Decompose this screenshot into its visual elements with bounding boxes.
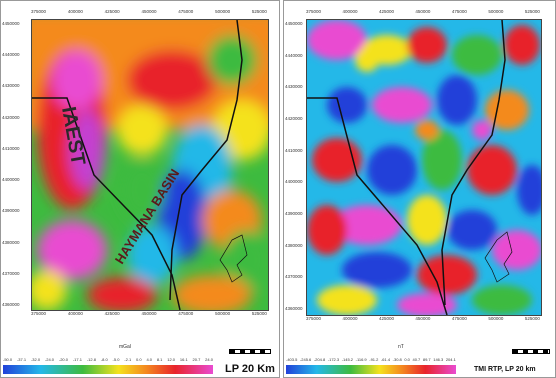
axis-tick-label: 400000 — [342, 9, 358, 14]
unit-label: nT — [398, 344, 404, 350]
axis-tick-label: 400000 — [67, 9, 83, 14]
unit-label: mGal — [119, 344, 131, 350]
colorbar-tick-label: -61.4 — [380, 357, 391, 362]
colorbar-tick-label: 89.7 — [422, 357, 431, 362]
scale-bar — [512, 349, 550, 354]
map-caption: LP 20 Km — [225, 363, 275, 375]
axis-tick-label: 4420000 — [2, 114, 20, 120]
axis-tick-label: 4360000 — [2, 301, 20, 307]
colorbar-tick-label: 8.1 — [156, 357, 163, 362]
colorbar-tick-label: 40.7 — [412, 357, 421, 362]
colorbar — [3, 365, 213, 374]
axis-tick-label: 500000 — [215, 311, 231, 316]
axis-tick-label: 4430000 — [285, 84, 303, 90]
axis-tick-label: 525000 — [251, 9, 267, 14]
axis-tick-label: 4400000 — [285, 179, 303, 185]
colorbar-tick-label: -245.6 — [299, 357, 312, 362]
gravity-map-panel: 375000 400000 425000 450000 475000 500000 5250… — [0, 0, 280, 378]
colorbar-tick-labels: -403.5 -245.6 -204.8 -172.3 -145.2 -116.9 -91.… — [286, 357, 456, 362]
bottom-axis-ticks: 375000 400000 425000 450000 475000 500000 5250… — [306, 316, 540, 321]
colorbar-tick-label: -145.2 — [341, 357, 354, 362]
axis-tick-label: 4390000 — [2, 208, 20, 214]
colorbar-tick-label: -403.5 — [286, 357, 298, 362]
axis-tick-label: 4390000 — [285, 210, 303, 216]
gravity-anomaly-map: IAEST HAYMANA BASIN — [31, 19, 269, 311]
top-axis-ticks: 375000 400000 425000 450000 475000 500000 5250… — [306, 9, 540, 14]
axis-tick-label: 4380000 — [2, 239, 20, 245]
colorbar-tick-label: -30.8 — [392, 357, 402, 362]
left-axis-ticks: 4450000 4440000 4430000 4420000 4410000 44000… — [2, 21, 20, 307]
axis-tick-label: 4440000 — [285, 52, 303, 58]
colorbar-tick-label: -32.0 — [30, 357, 41, 362]
colorbar-tick-label: 16.1 — [179, 357, 188, 362]
axis-tick-label: 475000 — [451, 9, 467, 14]
axis-tick-label: 525000 — [251, 311, 267, 316]
axis-tick-label: 475000 — [178, 9, 194, 14]
bottom-axis-ticks: 375000 400000 425000 450000 475000 500000 5250… — [31, 311, 267, 316]
axis-tick-label: 4450000 — [2, 21, 20, 26]
colorbar-tick-label: -2.1 — [124, 357, 132, 362]
axis-tick-label: 375000 — [306, 316, 322, 321]
colorbar-tick-label: -12.8 — [86, 357, 96, 362]
scale-bar — [229, 349, 271, 354]
colorbar-tick-label: 20.7 — [192, 357, 201, 362]
axis-tick-label: 4370000 — [285, 274, 303, 280]
axis-tick-label: 500000 — [488, 316, 504, 321]
colorbar-tick-label: -8.0 — [100, 357, 108, 362]
colorbar-tick-label: -37.1 — [16, 357, 27, 362]
axis-tick-label: 375000 — [306, 9, 322, 14]
axis-tick-label: 450000 — [141, 9, 157, 14]
colorbar — [286, 365, 456, 374]
colorbar-tick-label: 4.0 — [146, 357, 152, 362]
magnetic-anomaly-map — [306, 19, 542, 316]
colorbar-tick-label: 146.3 — [433, 357, 444, 362]
axis-tick-label: 525000 — [524, 316, 540, 321]
axis-tick-label: 500000 — [215, 9, 231, 14]
colorbar-tick-label: 0.0 — [404, 357, 410, 362]
colorbar-tick-label: -91.2 — [369, 357, 379, 362]
axis-tick-label: 425000 — [378, 9, 394, 14]
axis-tick-label: 450000 — [141, 311, 157, 316]
axis-tick-label: 4360000 — [285, 305, 303, 311]
colorbar-tick-label: -20.0 — [58, 357, 68, 362]
axis-tick-label: 375000 — [31, 311, 47, 316]
colorbar-tick-label: -24.0 — [44, 357, 55, 362]
colorbar-tick-label: -172.3 — [327, 357, 340, 362]
axis-tick-label: 4410000 — [285, 147, 303, 153]
colorbar-tick-label: -50.0 — [3, 357, 13, 362]
map-caption: TMI RTP, LP 20 km — [474, 366, 536, 373]
axis-tick-label: 4370000 — [2, 270, 20, 276]
axis-tick-label: 425000 — [104, 311, 120, 316]
colorbar-tick-label: 12.0 — [167, 357, 176, 362]
axis-tick-label: 450000 — [415, 316, 431, 321]
axis-tick-label: 425000 — [378, 316, 394, 321]
axis-tick-label: 4380000 — [285, 242, 303, 248]
top-axis-ticks: 375000 400000 425000 450000 475000 500000 5250… — [31, 9, 267, 14]
axis-tick-label: 425000 — [104, 9, 120, 14]
colorbar-tick-label: -17.1 — [72, 357, 82, 362]
axis-tick-label: 450000 — [415, 9, 431, 14]
colorbar-tick-label: -204.8 — [313, 357, 326, 362]
axis-tick-label: 400000 — [67, 311, 83, 316]
axis-tick-label: 375000 — [31, 9, 47, 14]
colorbar-tick-label: -116.9 — [355, 357, 367, 362]
axis-tick-label: 4430000 — [2, 83, 20, 89]
colorbar-tick-label: 24.0 — [205, 357, 213, 362]
colorbar-tick-label: -5.0 — [112, 357, 120, 362]
left-axis-ticks: 4450000 4440000 4430000 4420000 4410000 44000… — [285, 21, 303, 311]
magnetic-map-panel: 375000 400000 425000 450000 475000 500000 5250… — [283, 0, 556, 378]
axis-tick-label: 500000 — [488, 9, 504, 14]
colorbar-tick-labels: -50.0 -37.1 -32.0 -24.0 -20.0 -17.1 -12.8 -8.0-… — [3, 357, 213, 362]
colorbar-tick-label: 0.0 — [136, 357, 142, 362]
axis-tick-label: 4420000 — [285, 115, 303, 121]
axis-tick-label: 400000 — [342, 316, 358, 321]
axis-tick-label: 4400000 — [2, 177, 20, 183]
colorbar-tick-label: 204.1 — [445, 357, 456, 362]
axis-tick-label: 525000 — [524, 9, 540, 14]
axis-tick-label: 4410000 — [2, 145, 20, 151]
axis-tick-label: 475000 — [451, 316, 467, 321]
axis-tick-label: 4450000 — [285, 21, 303, 26]
axis-tick-label: 4440000 — [2, 52, 20, 58]
axis-tick-label: 475000 — [178, 311, 194, 316]
